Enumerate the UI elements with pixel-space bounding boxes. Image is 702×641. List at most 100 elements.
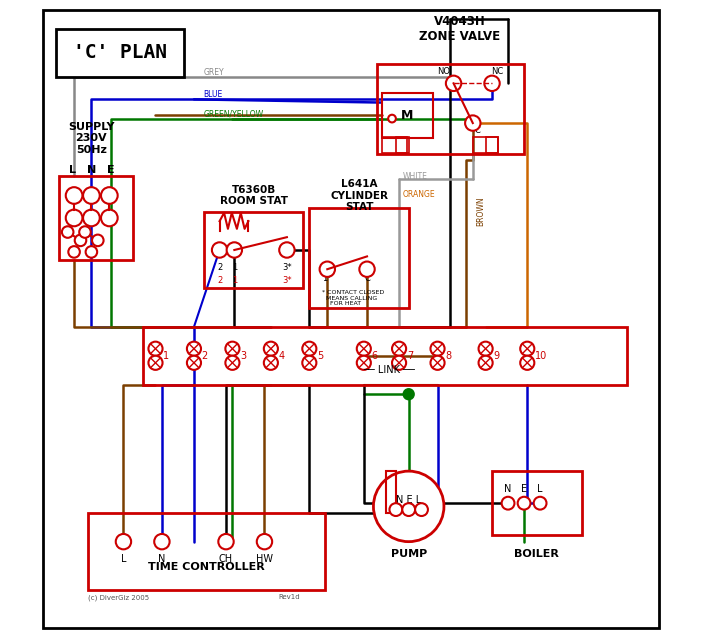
Bar <box>382 137 407 153</box>
Circle shape <box>479 356 493 370</box>
Circle shape <box>264 356 278 370</box>
Circle shape <box>357 342 371 356</box>
Circle shape <box>465 115 480 131</box>
Bar <box>56 29 185 77</box>
Text: HW: HW <box>256 554 273 564</box>
Text: N: N <box>504 484 512 494</box>
Text: TIME CONTROLLER: TIME CONTROLLER <box>148 562 265 572</box>
Text: PUMP: PUMP <box>390 549 427 560</box>
Bar <box>472 137 498 153</box>
Circle shape <box>520 356 534 370</box>
Text: L: L <box>69 165 76 175</box>
Text: 3*: 3* <box>282 276 292 285</box>
Circle shape <box>359 262 375 277</box>
Text: 9: 9 <box>494 351 499 361</box>
Circle shape <box>392 356 406 370</box>
Circle shape <box>218 534 234 549</box>
Text: C: C <box>364 274 370 283</box>
Bar <box>60 176 133 260</box>
Text: E: E <box>521 484 527 494</box>
Circle shape <box>227 242 242 258</box>
Circle shape <box>484 76 500 91</box>
Text: ORANGE: ORANGE <box>402 190 435 199</box>
Circle shape <box>79 226 91 238</box>
Text: N E L: N E L <box>396 495 421 505</box>
Text: Rev1d: Rev1d <box>278 594 300 601</box>
Bar <box>492 471 582 535</box>
Text: * CONTACT CLOSED
  MEANS CALLING
    FOR HEAT: * CONTACT CLOSED MEANS CALLING FOR HEAT <box>322 290 385 306</box>
Circle shape <box>392 342 406 356</box>
Text: SUPPLY
230V
50Hz: SUPPLY 230V 50Hz <box>68 122 114 155</box>
Circle shape <box>68 246 80 258</box>
Bar <box>310 208 409 308</box>
Circle shape <box>225 356 239 370</box>
Text: M: M <box>402 109 413 122</box>
Circle shape <box>86 246 97 258</box>
Circle shape <box>264 342 278 356</box>
Circle shape <box>101 187 118 204</box>
Bar <box>386 471 396 513</box>
Text: 1: 1 <box>163 351 169 361</box>
Circle shape <box>101 210 118 226</box>
Circle shape <box>303 342 317 356</box>
Text: NC: NC <box>491 67 503 76</box>
Circle shape <box>388 115 396 122</box>
Text: 10: 10 <box>535 351 548 361</box>
Text: 8: 8 <box>445 351 451 361</box>
Circle shape <box>225 342 239 356</box>
Text: N: N <box>158 554 166 564</box>
Text: BLUE: BLUE <box>204 90 223 99</box>
Text: 2: 2 <box>201 351 208 361</box>
Circle shape <box>534 497 546 510</box>
Text: 2: 2 <box>217 263 223 272</box>
Circle shape <box>83 210 100 226</box>
Circle shape <box>187 342 201 356</box>
Circle shape <box>357 356 371 370</box>
Text: 6: 6 <box>371 351 378 361</box>
Bar <box>204 212 303 288</box>
Circle shape <box>319 262 335 277</box>
Circle shape <box>212 242 227 258</box>
Text: NO: NO <box>437 67 451 76</box>
Circle shape <box>148 356 163 370</box>
Circle shape <box>257 534 272 549</box>
Circle shape <box>148 342 163 356</box>
Circle shape <box>303 356 317 370</box>
Text: L: L <box>121 554 126 564</box>
Circle shape <box>74 235 86 246</box>
Circle shape <box>404 389 413 399</box>
Text: 7: 7 <box>406 351 413 361</box>
Text: (c) DiverGiz 2005: (c) DiverGiz 2005 <box>88 594 150 601</box>
Circle shape <box>446 76 461 91</box>
Text: N: N <box>87 165 96 175</box>
Bar <box>486 137 498 153</box>
Circle shape <box>430 342 444 356</box>
Text: T6360B
ROOM STAT: T6360B ROOM STAT <box>220 185 288 206</box>
Text: 3*: 3* <box>282 263 292 272</box>
Circle shape <box>520 342 534 356</box>
Circle shape <box>390 503 402 516</box>
Circle shape <box>402 503 415 516</box>
Text: BROWN: BROWN <box>476 197 485 226</box>
Text: GREY: GREY <box>204 68 224 77</box>
Circle shape <box>517 497 531 510</box>
Bar <box>143 327 627 385</box>
Circle shape <box>66 210 82 226</box>
Circle shape <box>479 342 493 356</box>
Text: 1: 1 <box>232 276 237 285</box>
Circle shape <box>92 235 104 246</box>
Text: GREEN/YELLOW: GREEN/YELLOW <box>204 110 264 119</box>
Text: 2: 2 <box>217 276 223 285</box>
Circle shape <box>154 534 170 549</box>
Text: BOILER: BOILER <box>515 549 559 560</box>
Circle shape <box>66 187 82 204</box>
Text: 'C' PLAN: 'C' PLAN <box>73 43 167 62</box>
Text: C: C <box>475 126 481 135</box>
Circle shape <box>187 356 201 370</box>
Circle shape <box>430 356 444 370</box>
Bar <box>382 93 433 138</box>
Circle shape <box>373 471 444 542</box>
Circle shape <box>62 226 74 238</box>
Bar <box>396 137 409 153</box>
Circle shape <box>116 534 131 549</box>
